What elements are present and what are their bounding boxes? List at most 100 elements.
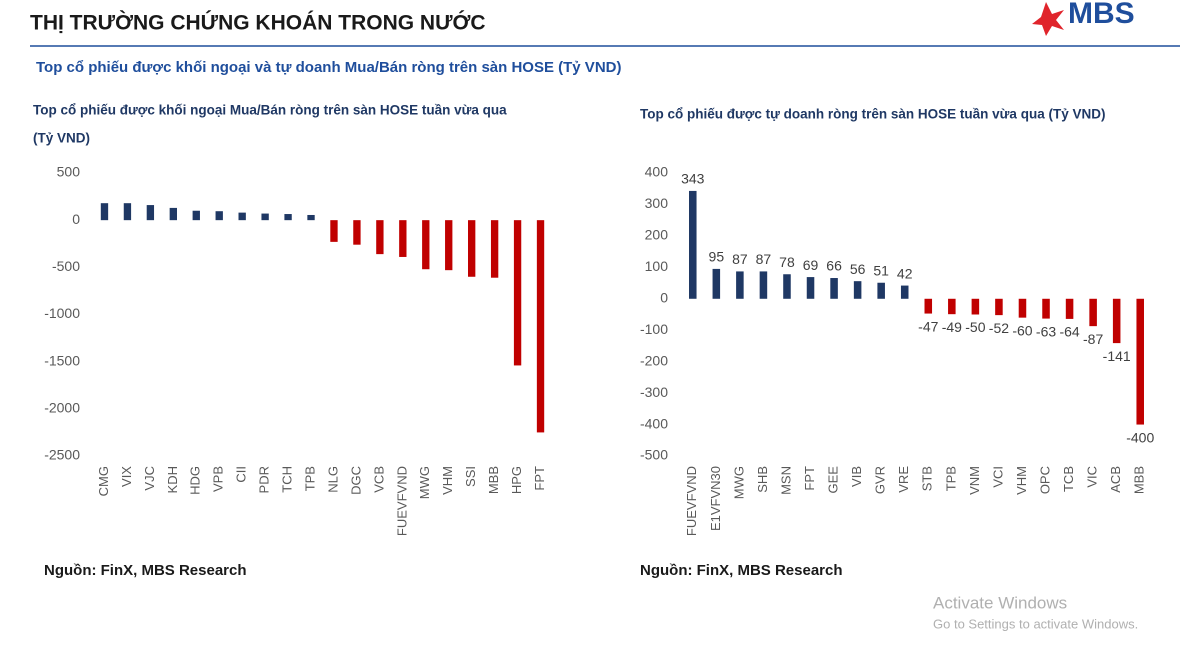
bar bbox=[1065, 298, 1074, 319]
x-tick-label: TPB bbox=[302, 466, 317, 491]
data-label: 42 bbox=[897, 265, 913, 281]
logo-text: MBS bbox=[1068, 0, 1135, 30]
bar bbox=[1018, 298, 1027, 318]
x-tick-label: VPB bbox=[211, 466, 226, 492]
x-tick-label: FUEVFVND bbox=[394, 466, 409, 536]
x-tick-label: HPG bbox=[509, 466, 524, 494]
bar bbox=[468, 220, 476, 277]
source: Nguồn: FinX, MBS Research bbox=[44, 562, 247, 579]
watermark: Go to Settings to activate Windows. bbox=[933, 616, 1138, 631]
x-tick-label: VHM bbox=[1014, 466, 1029, 495]
x-tick-label: OPC bbox=[1037, 466, 1052, 494]
y-tick-label: -500 bbox=[640, 447, 668, 463]
subtitle: Top cổ phiếu được khối ngoại và tự doanh… bbox=[36, 59, 621, 76]
x-tick-label: FPT bbox=[802, 466, 817, 491]
data-label: 51 bbox=[873, 262, 889, 278]
x-tick-label: MSN bbox=[778, 466, 793, 495]
x-tick-label: VJC bbox=[142, 466, 157, 491]
bar bbox=[971, 298, 980, 315]
chart-title: Top cổ phiếu được tự doanh ròng trên sàn… bbox=[640, 107, 1105, 122]
bar bbox=[806, 277, 815, 299]
x-tick-label: VCB bbox=[371, 466, 386, 493]
bar bbox=[169, 207, 177, 221]
x-tick-label: KDH bbox=[165, 466, 180, 493]
x-tick-label: TCH bbox=[280, 466, 295, 493]
x-tick-label: VIB bbox=[849, 466, 864, 487]
bar bbox=[422, 220, 430, 270]
watermark: Activate Windows bbox=[933, 593, 1067, 612]
bar bbox=[536, 220, 545, 433]
y-tick-label: 0 bbox=[72, 211, 80, 227]
x-tick-label: CII bbox=[234, 466, 249, 483]
y-tick-label: 500 bbox=[57, 164, 81, 180]
bar bbox=[238, 212, 246, 221]
bar bbox=[689, 190, 697, 299]
x-tick-label: HDG bbox=[188, 466, 203, 495]
x-tick-label: MBB bbox=[1132, 466, 1147, 494]
x-tick-label: SSI bbox=[463, 466, 478, 487]
bar bbox=[376, 220, 384, 255]
y-tick-label: -1000 bbox=[44, 305, 80, 321]
y-tick-label: 300 bbox=[645, 195, 669, 211]
y-tick-label: 0 bbox=[660, 289, 668, 305]
x-tick-label: MWG bbox=[731, 466, 746, 499]
data-label: 87 bbox=[756, 251, 772, 267]
x-tick-label: DGC bbox=[348, 466, 363, 495]
x-tick-label: VIC bbox=[1085, 466, 1100, 488]
header-title: THỊ TRƯỜNG CHỨNG KHOÁN TRONG NƯỚC bbox=[30, 11, 486, 35]
bar bbox=[900, 285, 909, 299]
y-tick-label: 400 bbox=[645, 164, 669, 180]
y-tick-label: -500 bbox=[52, 258, 80, 274]
y-tick-label: -400 bbox=[640, 415, 668, 431]
y-tick-label: -200 bbox=[640, 352, 668, 368]
y-tick-label: -2000 bbox=[44, 400, 80, 416]
logo-star bbox=[1032, 2, 1064, 36]
data-label: 66 bbox=[826, 258, 842, 274]
bar bbox=[146, 205, 155, 221]
x-tick-label: VIX bbox=[119, 466, 134, 487]
bar bbox=[399, 220, 407, 257]
bar bbox=[877, 282, 885, 299]
bar bbox=[353, 220, 361, 245]
x-tick-label: VRE bbox=[896, 466, 911, 493]
data-label: 56 bbox=[850, 261, 866, 277]
data-label: -63 bbox=[1036, 323, 1056, 339]
bar bbox=[924, 298, 933, 314]
data-label: -87 bbox=[1083, 331, 1103, 347]
data-label: 87 bbox=[732, 251, 748, 267]
data-label: -49 bbox=[942, 319, 962, 335]
y-tick-label: -2500 bbox=[44, 447, 80, 463]
bar bbox=[192, 210, 200, 221]
x-tick-label: FUEVFVND bbox=[684, 466, 699, 536]
bar bbox=[1136, 298, 1144, 425]
bar bbox=[513, 220, 522, 366]
bar bbox=[490, 220, 499, 278]
x-tick-label: STB bbox=[920, 466, 935, 491]
bar bbox=[100, 203, 109, 221]
x-tick-label: GEE bbox=[826, 466, 841, 494]
data-label: 78 bbox=[779, 254, 795, 270]
x-tick-label: SHB bbox=[755, 466, 770, 493]
y-tick-label: -300 bbox=[640, 384, 668, 400]
bar bbox=[123, 203, 132, 221]
x-tick-label: VCI bbox=[990, 466, 1005, 488]
bar bbox=[1042, 298, 1050, 319]
x-tick-label: VNM bbox=[967, 466, 982, 495]
x-tick-label: TCB bbox=[1061, 466, 1076, 492]
x-tick-label: MWG bbox=[417, 466, 432, 499]
x-tick-label: CMG bbox=[96, 466, 111, 496]
data-label: -52 bbox=[989, 320, 1009, 336]
bar bbox=[853, 281, 862, 299]
data-label: -64 bbox=[1059, 324, 1079, 340]
bar bbox=[995, 298, 1003, 316]
bar bbox=[445, 220, 453, 271]
y-tick-label: -1500 bbox=[44, 352, 80, 368]
y-tick-label: -100 bbox=[640, 321, 668, 337]
y-tick-label: 100 bbox=[645, 258, 669, 274]
bar bbox=[307, 214, 315, 221]
logo: MBS bbox=[1032, 0, 1135, 36]
data-label: -47 bbox=[918, 318, 938, 334]
data-label: -400 bbox=[1126, 429, 1154, 445]
x-tick-label: ACB bbox=[1108, 466, 1123, 493]
